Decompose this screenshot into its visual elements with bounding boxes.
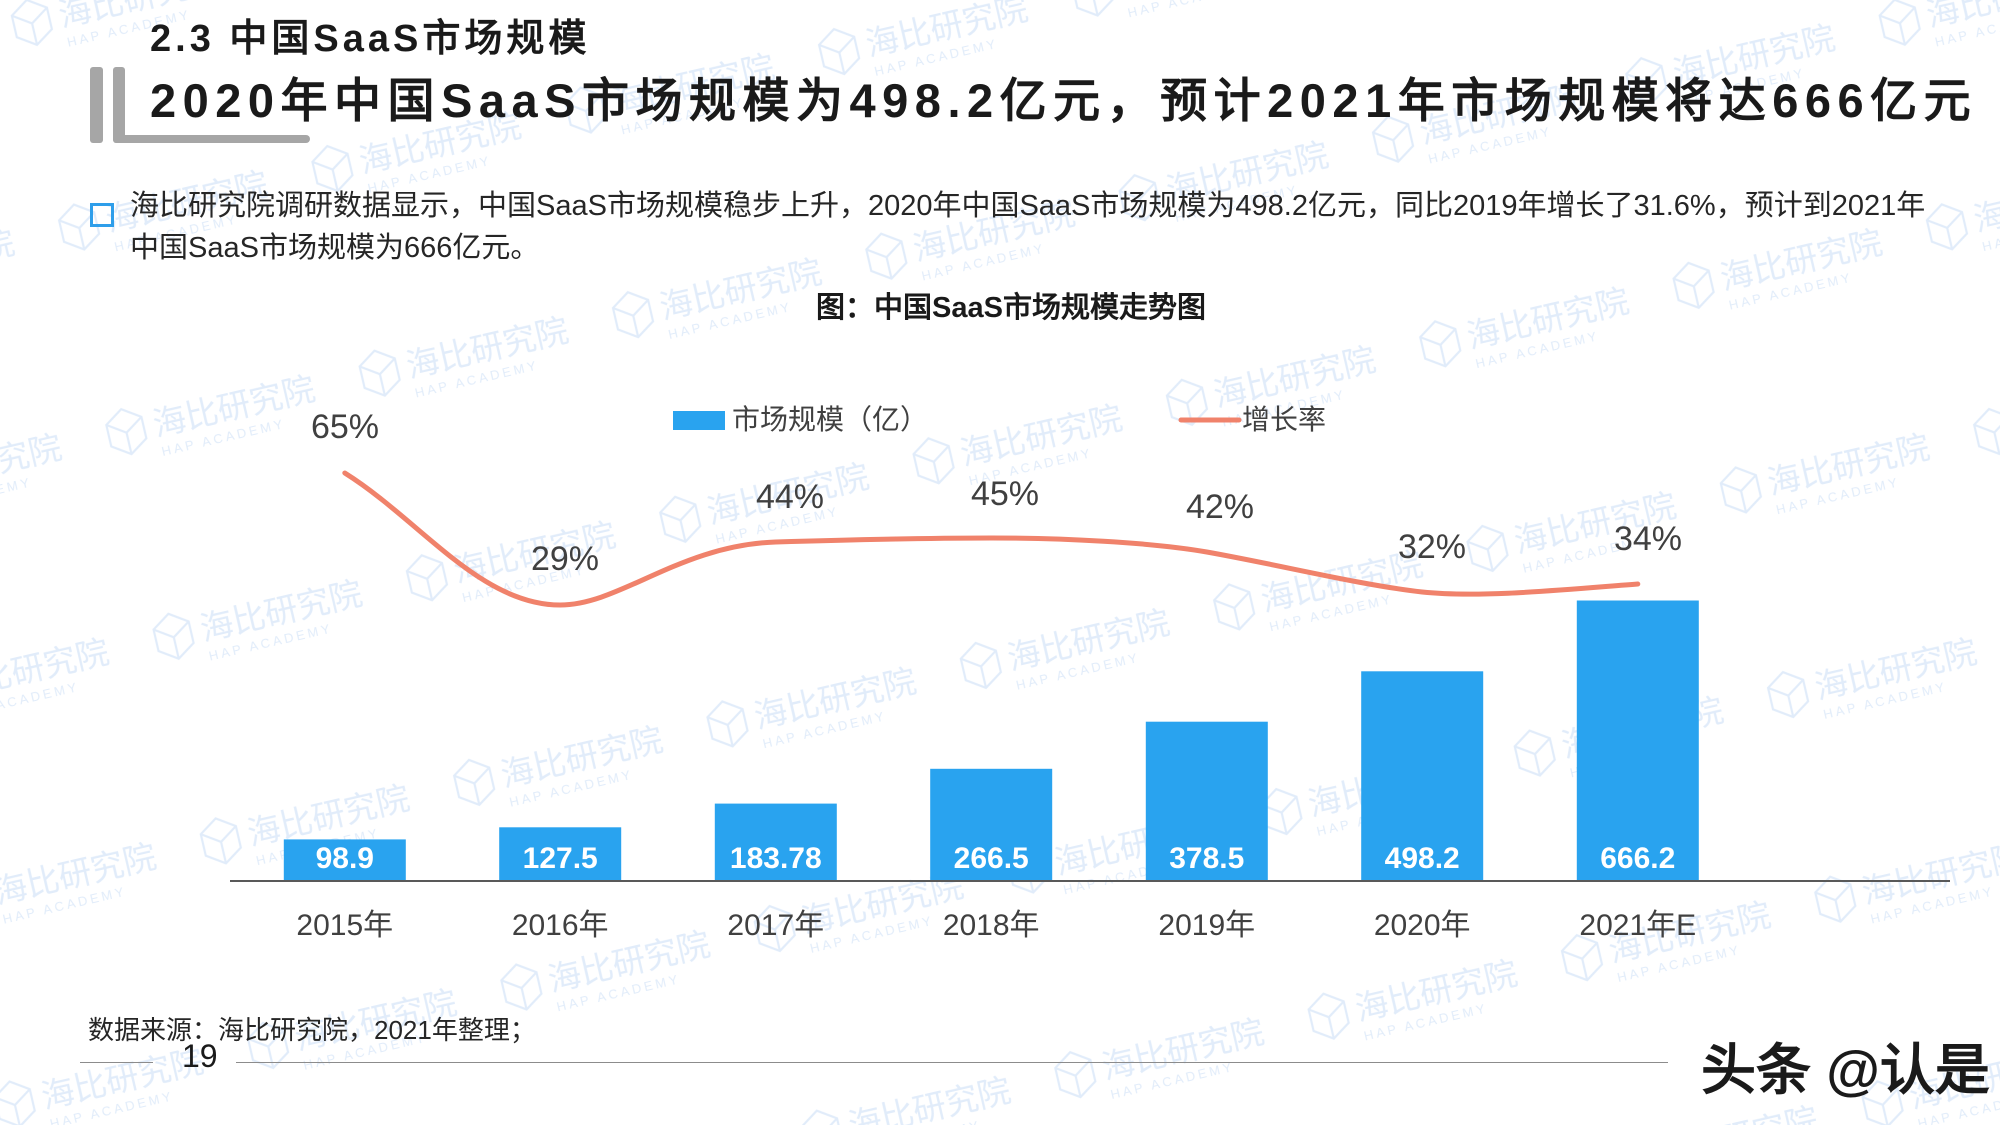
svg-text:29%: 29%: [531, 540, 599, 578]
svg-text:2015年: 2015年: [296, 909, 393, 942]
svg-text:2020年: 2020年: [1374, 909, 1471, 942]
svg-text:市场规模（亿）: 市场规模（亿）: [732, 404, 928, 435]
svg-text:266.5: 266.5: [954, 842, 1029, 875]
svg-text:2016年: 2016年: [512, 909, 609, 942]
svg-text:32%: 32%: [1398, 528, 1466, 566]
svg-text:增长率: 增长率: [1242, 404, 1326, 435]
svg-text:98.9: 98.9: [316, 842, 374, 875]
svg-text:45%: 45%: [971, 475, 1039, 513]
svg-text:127.5: 127.5: [523, 842, 598, 875]
svg-text:34%: 34%: [1614, 520, 1682, 558]
svg-text:42%: 42%: [1186, 488, 1254, 526]
svg-text:2019年: 2019年: [1158, 909, 1255, 942]
svg-text:44%: 44%: [756, 478, 824, 516]
svg-text:2018年: 2018年: [943, 909, 1040, 942]
svg-text:498.2: 498.2: [1385, 842, 1460, 875]
svg-text:65%: 65%: [311, 408, 379, 446]
svg-text:378.5: 378.5: [1169, 842, 1244, 875]
svg-text:183.78: 183.78: [730, 842, 822, 875]
svg-text:2021年E: 2021年E: [1579, 909, 1696, 942]
svg-text:2017年: 2017年: [727, 909, 824, 942]
svg-text:666.2: 666.2: [1600, 842, 1675, 875]
